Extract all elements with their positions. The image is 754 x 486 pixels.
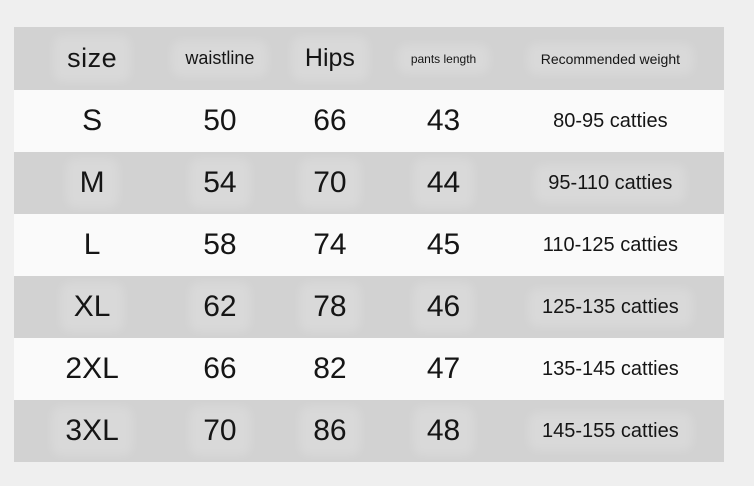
- header-cell-pants-length: pants length: [390, 27, 497, 90]
- header-cell-waistline: waistline: [170, 27, 269, 90]
- waistline-value: 50: [203, 104, 237, 137]
- recommended-weight-value: 110-125 catties: [542, 233, 678, 256]
- table-row: 3XL 70 86 48 145-155 catties: [14, 400, 724, 462]
- pants-length-value: 44: [419, 165, 468, 201]
- size-value: M: [72, 165, 112, 201]
- waistline-value: 54: [196, 165, 244, 201]
- waistline-value: 58: [203, 228, 237, 261]
- pants-length-value: 46: [419, 289, 468, 325]
- waistline-value: 70: [196, 413, 244, 449]
- header-label-waistline: waistline: [178, 47, 262, 70]
- cell-hips: 74: [270, 214, 391, 276]
- cell-pants-length: 45: [390, 214, 497, 276]
- cell-recommended-weight: 110-125 catties: [497, 214, 724, 276]
- pants-length-value: 43: [426, 104, 461, 137]
- cell-size: M: [14, 152, 170, 214]
- cell-hips: 82: [270, 338, 391, 400]
- cell-recommended-weight: 145-155 catties: [497, 400, 724, 462]
- header-cell-recommended-weight: Recommended weight: [497, 27, 724, 90]
- waistline-value: 66: [203, 352, 237, 385]
- hips-value: 78: [306, 289, 354, 325]
- cell-recommended-weight: 135-145 catties: [497, 338, 724, 400]
- waistline-value: 62: [196, 289, 244, 325]
- cell-size: XL: [14, 276, 170, 338]
- table-row: L 58 74 45 110-125 catties: [14, 214, 724, 276]
- cell-size: S: [14, 90, 170, 152]
- hips-value: 66: [313, 104, 347, 137]
- cell-waistline: 62: [170, 276, 269, 338]
- cell-waistline: 58: [170, 214, 269, 276]
- header-label-pants-length: pants length: [403, 50, 484, 67]
- hips-value: 82: [313, 352, 347, 385]
- recommended-weight-value: 125-135 catties: [534, 294, 686, 320]
- size-value: S: [82, 104, 103, 137]
- table-row: 2XL 66 82 47 135-145 catties: [14, 338, 724, 400]
- hips-value: 70: [306, 165, 354, 201]
- cell-hips: 86: [270, 400, 391, 462]
- table-row: XL 62 78 46 125-135 catties: [14, 276, 724, 338]
- header-label-size: size: [60, 42, 125, 75]
- recommended-weight-value: 135-145 catties: [541, 357, 679, 380]
- cell-recommended-weight: 80-95 catties: [497, 90, 724, 152]
- header-cell-size: size: [14, 27, 170, 90]
- cell-waistline: 50: [170, 90, 269, 152]
- recommended-weight-value: 95-110 catties: [541, 170, 680, 196]
- cell-pants-length: 44: [390, 152, 497, 214]
- cell-hips: 78: [270, 276, 391, 338]
- cell-recommended-weight: 95-110 catties: [497, 152, 724, 214]
- cell-waistline: 70: [170, 400, 269, 462]
- hips-value: 74: [313, 228, 347, 261]
- cell-hips: 66: [270, 90, 391, 152]
- cell-hips: 70: [270, 152, 391, 214]
- cell-pants-length: 43: [390, 90, 497, 152]
- header-label-hips: Hips: [297, 43, 362, 74]
- cell-pants-length: 46: [390, 276, 497, 338]
- table-row: S 50 66 43 80-95 catties: [14, 90, 724, 152]
- size-chart-table: size waistline Hips pants length Recomme…: [14, 27, 724, 462]
- pants-length-value: 47: [426, 352, 461, 385]
- header-label-recommended-weight: Recommended weight: [533, 49, 687, 68]
- cell-pants-length: 47: [390, 338, 497, 400]
- pants-length-value: 48: [419, 413, 468, 449]
- cell-recommended-weight: 125-135 catties: [497, 276, 724, 338]
- recommended-weight-value: 80-95 catties: [553, 109, 668, 132]
- header-cell-hips: Hips: [270, 27, 391, 90]
- cell-size: 3XL: [14, 400, 170, 462]
- pants-length-value: 45: [426, 228, 461, 261]
- table-header-row: size waistline Hips pants length Recomme…: [14, 27, 724, 90]
- cell-waistline: 54: [170, 152, 269, 214]
- cell-waistline: 66: [170, 338, 269, 400]
- cell-size: L: [14, 214, 170, 276]
- recommended-weight-value: 145-155 catties: [534, 418, 686, 444]
- size-value: 2XL: [65, 352, 119, 385]
- cell-pants-length: 48: [390, 400, 497, 462]
- table-row: M 54 70 44 95-110 catties: [14, 152, 724, 214]
- hips-value: 86: [306, 413, 354, 449]
- size-value: 3XL: [58, 413, 126, 449]
- size-value: L: [83, 228, 101, 261]
- cell-size: 2XL: [14, 338, 170, 400]
- size-value: XL: [66, 289, 118, 325]
